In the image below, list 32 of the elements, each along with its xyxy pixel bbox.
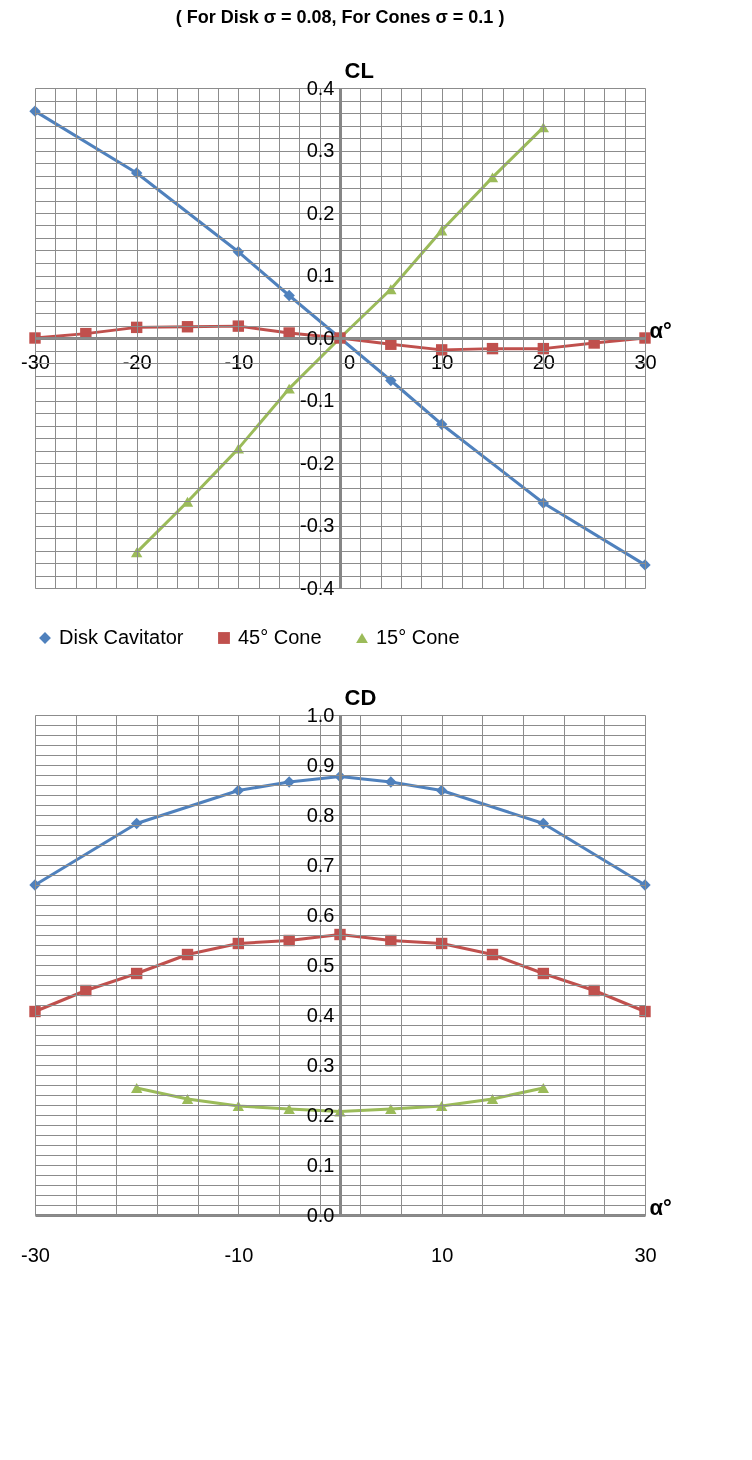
legend-label: 45° Cone [238,626,322,648]
y-tick-label: 0.0 [306,1203,335,1226]
y-axis-title: CD [344,684,377,710]
y-tick-label: 0.5 [306,953,335,976]
chart-title: ( For Disk σ = 0.08, For Cones σ = 0.1 ) [175,7,505,27]
y-tick-label: -0.1 [300,389,335,411]
y-tick-label: 0.7 [306,853,335,876]
y-tick-label: 0.4 [306,1003,335,1026]
x-tick-label: 30 [634,350,657,373]
x-tick-label: -30 [21,1243,50,1266]
x-tick-label: 10 [431,1243,454,1266]
y-tick-label: 0.2 [306,201,335,224]
y-axis-title: CL [344,57,374,83]
y-tick-label: 0.3 [306,139,335,161]
y-tick-label: 0.8 [306,803,335,826]
x-tick-label: -10 [224,1243,254,1266]
y-tick-label: 0.1 [306,1153,335,1176]
legend-label: Disk Cavitator [59,626,184,648]
x-axis-title: α° [649,1194,672,1220]
x-tick-label: 30 [634,1243,657,1266]
y-tick-label: 0.3 [306,1053,335,1076]
y-tick-label: -0.4 [300,576,335,599]
y-tick-label: 0.4 [306,76,335,99]
y-tick-label: 0.1 [306,264,335,286]
y-tick-label: 0.9 [306,753,335,776]
x-axis-title: α° [649,317,672,343]
legend-label: 15° Cone [376,626,460,648]
y-tick-label: -0.3 [300,514,335,536]
y-tick-label: -0.2 [300,451,335,474]
x-tick-label: -30 [21,350,50,373]
y-tick-label: 0.6 [306,903,335,926]
y-tick-label: 1.0 [306,703,335,726]
